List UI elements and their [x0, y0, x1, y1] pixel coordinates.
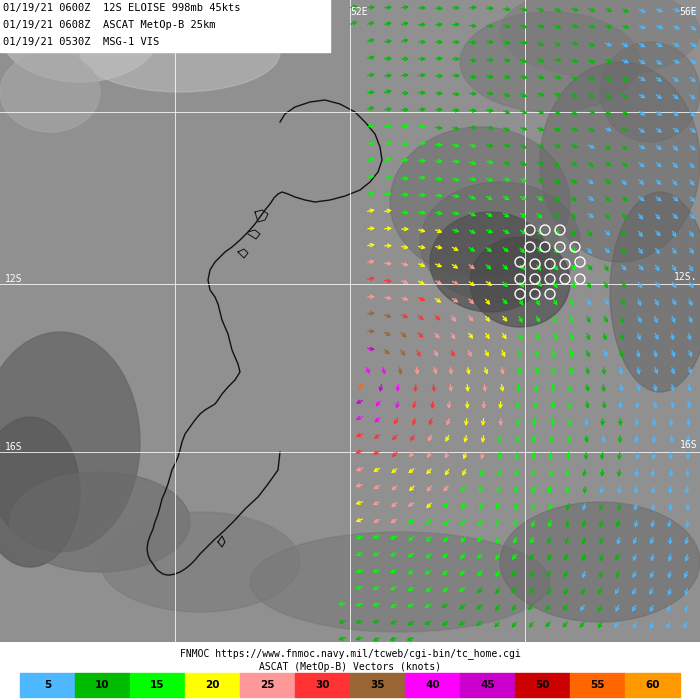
Text: 52E: 52E	[350, 7, 368, 17]
Ellipse shape	[420, 182, 580, 302]
Text: 25: 25	[260, 680, 274, 690]
Bar	[75, 673, 130, 697]
Text: 16S: 16S	[680, 440, 697, 450]
Bar	[515, 673, 570, 697]
Bar	[185, 673, 240, 697]
Bar	[240, 673, 295, 697]
Text: 56E: 56E	[680, 7, 697, 17]
Text: 35: 35	[370, 680, 385, 690]
Ellipse shape	[460, 12, 640, 112]
Bar	[20, 673, 75, 697]
Ellipse shape	[600, 42, 700, 142]
Bar	[295, 673, 350, 697]
Text: 16S: 16S	[5, 442, 22, 452]
Ellipse shape	[390, 127, 570, 277]
Ellipse shape	[470, 237, 570, 327]
Ellipse shape	[430, 212, 550, 312]
Text: 40: 40	[425, 680, 440, 690]
Bar	[405, 673, 460, 697]
Text: 55: 55	[590, 680, 605, 690]
Ellipse shape	[0, 0, 160, 82]
Bar	[570, 673, 625, 697]
Bar	[350, 673, 405, 697]
Ellipse shape	[80, 12, 280, 92]
Ellipse shape	[500, 502, 700, 622]
Ellipse shape	[0, 52, 100, 132]
Ellipse shape	[250, 532, 550, 632]
Bar	[625, 673, 680, 697]
Text: FNMOC https://www.fnmoc.navy.mil/tcweb/cgi-bin/tc_home.cgi: FNMOC https://www.fnmoc.navy.mil/tcweb/c…	[180, 648, 520, 659]
Ellipse shape	[100, 512, 300, 612]
Ellipse shape	[0, 332, 140, 552]
Text: 30: 30	[315, 680, 330, 690]
Text: 15: 15	[150, 680, 164, 690]
Bar	[0, 0, 330, 52]
Text: 01/19/21 0600Z  12S ELOISE 998mb 45kts: 01/19/21 0600Z 12S ELOISE 998mb 45kts	[3, 3, 241, 13]
Text: 01/19/21 0530Z  MSG-1 VIS: 01/19/21 0530Z MSG-1 VIS	[3, 37, 160, 47]
Bar	[130, 673, 185, 697]
Text: 20: 20	[205, 680, 220, 690]
Ellipse shape	[540, 62, 700, 262]
Text: 60: 60	[645, 680, 659, 690]
Text: ASCAT (MetOp-B) Vectors (knots): ASCAT (MetOp-B) Vectors (knots)	[259, 662, 441, 672]
Ellipse shape	[0, 417, 80, 567]
Text: 5: 5	[44, 680, 51, 690]
Text: 50: 50	[536, 680, 550, 690]
Text: 12S.: 12S.	[673, 272, 697, 282]
Text: 10: 10	[95, 680, 110, 690]
Ellipse shape	[610, 192, 700, 392]
Text: 01/19/21 0608Z  ASCAT MetOp-B 25km: 01/19/21 0608Z ASCAT MetOp-B 25km	[3, 20, 216, 30]
Bar	[460, 673, 515, 697]
Text: 45: 45	[480, 680, 495, 690]
Text: 12S: 12S	[5, 274, 22, 284]
Ellipse shape	[500, 0, 700, 77]
Ellipse shape	[10, 472, 190, 572]
